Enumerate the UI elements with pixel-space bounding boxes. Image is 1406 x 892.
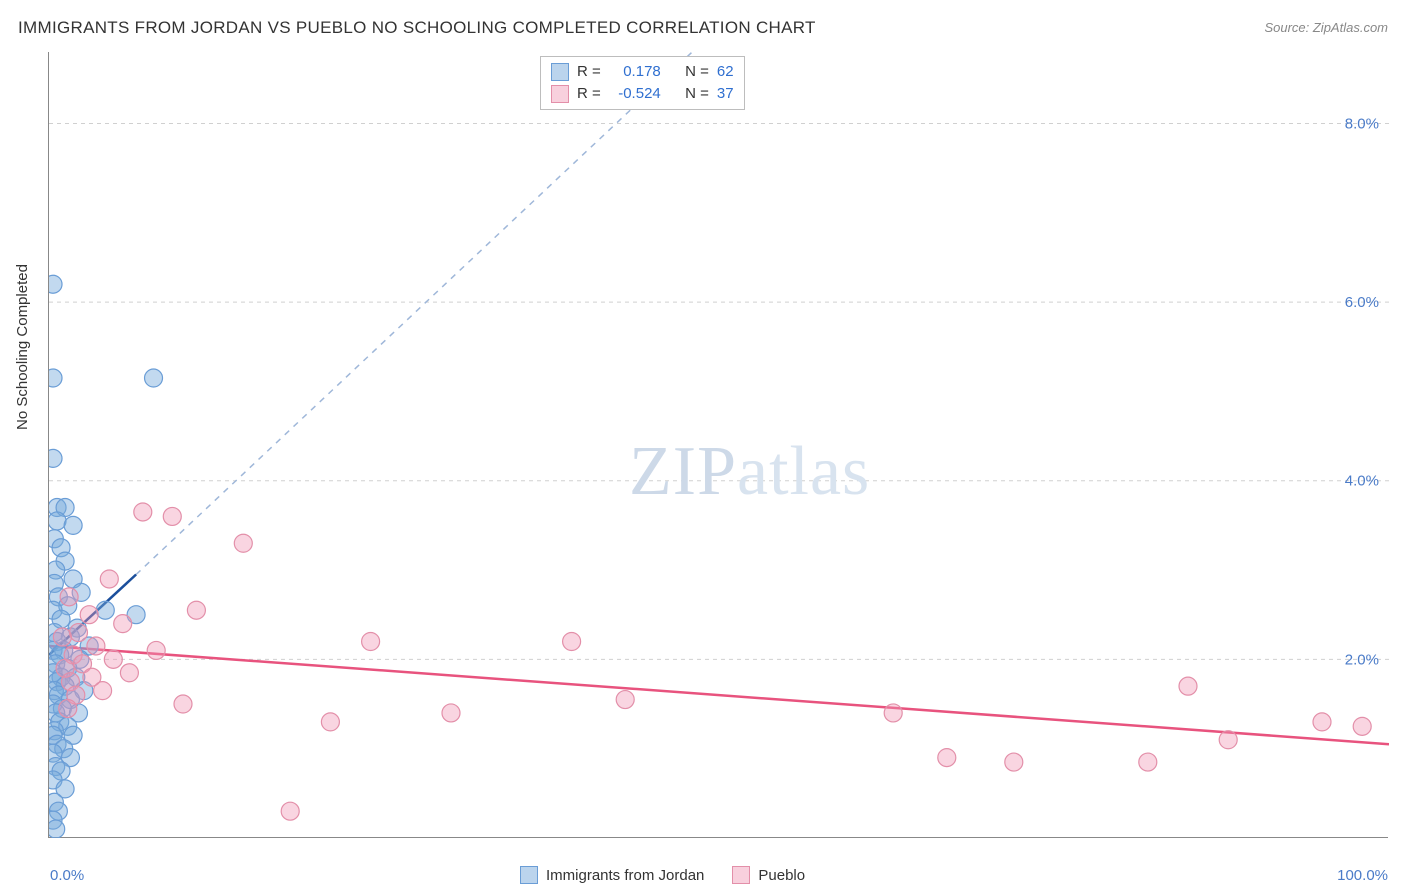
r-value-2: -0.524 — [609, 83, 661, 105]
legend-item-2: Pueblo — [732, 866, 805, 884]
chart-title: IMMIGRANTS FROM JORDAN VS PUEBLO NO SCHO… — [18, 18, 816, 38]
x-tick-min: 0.0% — [50, 867, 84, 884]
legend: Immigrants from Jordan Pueblo — [520, 866, 805, 884]
legend-label-1: Immigrants from Jordan — [546, 867, 704, 884]
legend-swatch-pink-icon — [732, 866, 750, 884]
y-axis-label: No Schooling Completed — [14, 264, 31, 430]
x-tick-max: 100.0% — [1337, 867, 1388, 884]
plot-area: 2.0%4.0%6.0%8.0% ZIPatlas — [48, 52, 1388, 838]
scatter-plot-svg: 2.0% 4.0% 6.0% 8.0% — [49, 52, 1389, 838]
r-label: R = — [577, 61, 601, 83]
n-label: N = — [685, 61, 709, 83]
svg-text:2.0%: 2.0% — [1345, 651, 1379, 668]
n-value-2: 37 — [717, 83, 734, 105]
r-label-2: R = — [577, 83, 601, 105]
svg-text:4.0%: 4.0% — [1345, 473, 1379, 490]
swatch-blue-icon — [551, 63, 569, 81]
source-credit: Source: ZipAtlas.com — [1264, 20, 1388, 35]
n-label-2: N = — [685, 83, 709, 105]
svg-text:8.0%: 8.0% — [1345, 115, 1379, 132]
stats-box: R = 0.178 N = 62 R = -0.524 N = 37 — [540, 56, 745, 110]
stats-row-2: R = -0.524 N = 37 — [551, 83, 734, 105]
r-value-1: 0.178 — [609, 61, 661, 83]
legend-swatch-blue-icon — [520, 866, 538, 884]
n-value-1: 62 — [717, 61, 734, 83]
svg-text:6.0%: 6.0% — [1345, 294, 1379, 311]
swatch-pink-icon — [551, 85, 569, 103]
legend-label-2: Pueblo — [758, 867, 805, 884]
legend-item-1: Immigrants from Jordan — [520, 866, 704, 884]
stats-row-1: R = 0.178 N = 62 — [551, 61, 734, 83]
